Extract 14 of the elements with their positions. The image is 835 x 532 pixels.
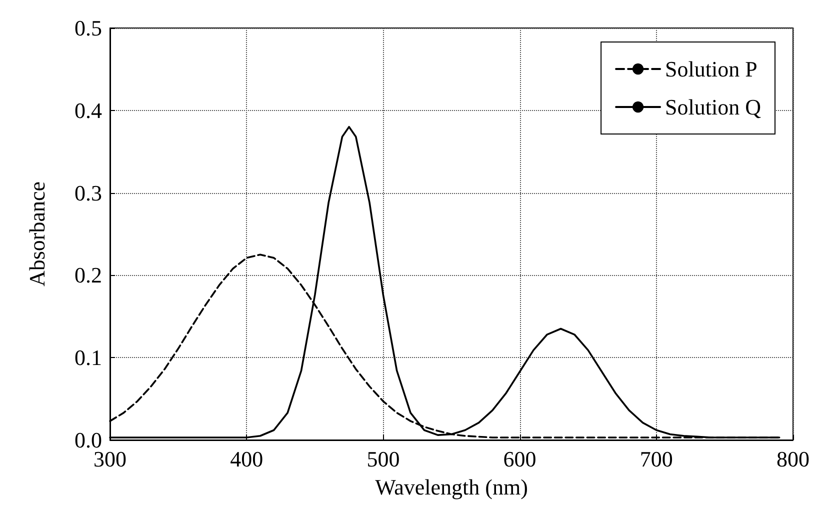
y-tick-label: 0.3 — [74, 180, 102, 206]
x-tick-label: 800 — [776, 446, 810, 472]
x-tick-label: 500 — [366, 446, 400, 472]
x-axis-title: Wavelength (nm) — [375, 474, 528, 500]
legend-label: Solution Q — [665, 94, 762, 120]
x-tick-label: 600 — [503, 446, 536, 472]
x-tick-label: 700 — [640, 446, 673, 472]
legend-label: Solution P — [665, 56, 758, 82]
x-tick-label: 400 — [230, 446, 264, 472]
y-axis-title: Absorbance — [24, 181, 50, 287]
y-tick-label: 0.1 — [74, 345, 102, 370]
y-tick-label: 0.4 — [74, 98, 102, 123]
y-tick-label: 0.2 — [74, 262, 102, 288]
y-tick-label: 0.5 — [74, 16, 102, 40]
